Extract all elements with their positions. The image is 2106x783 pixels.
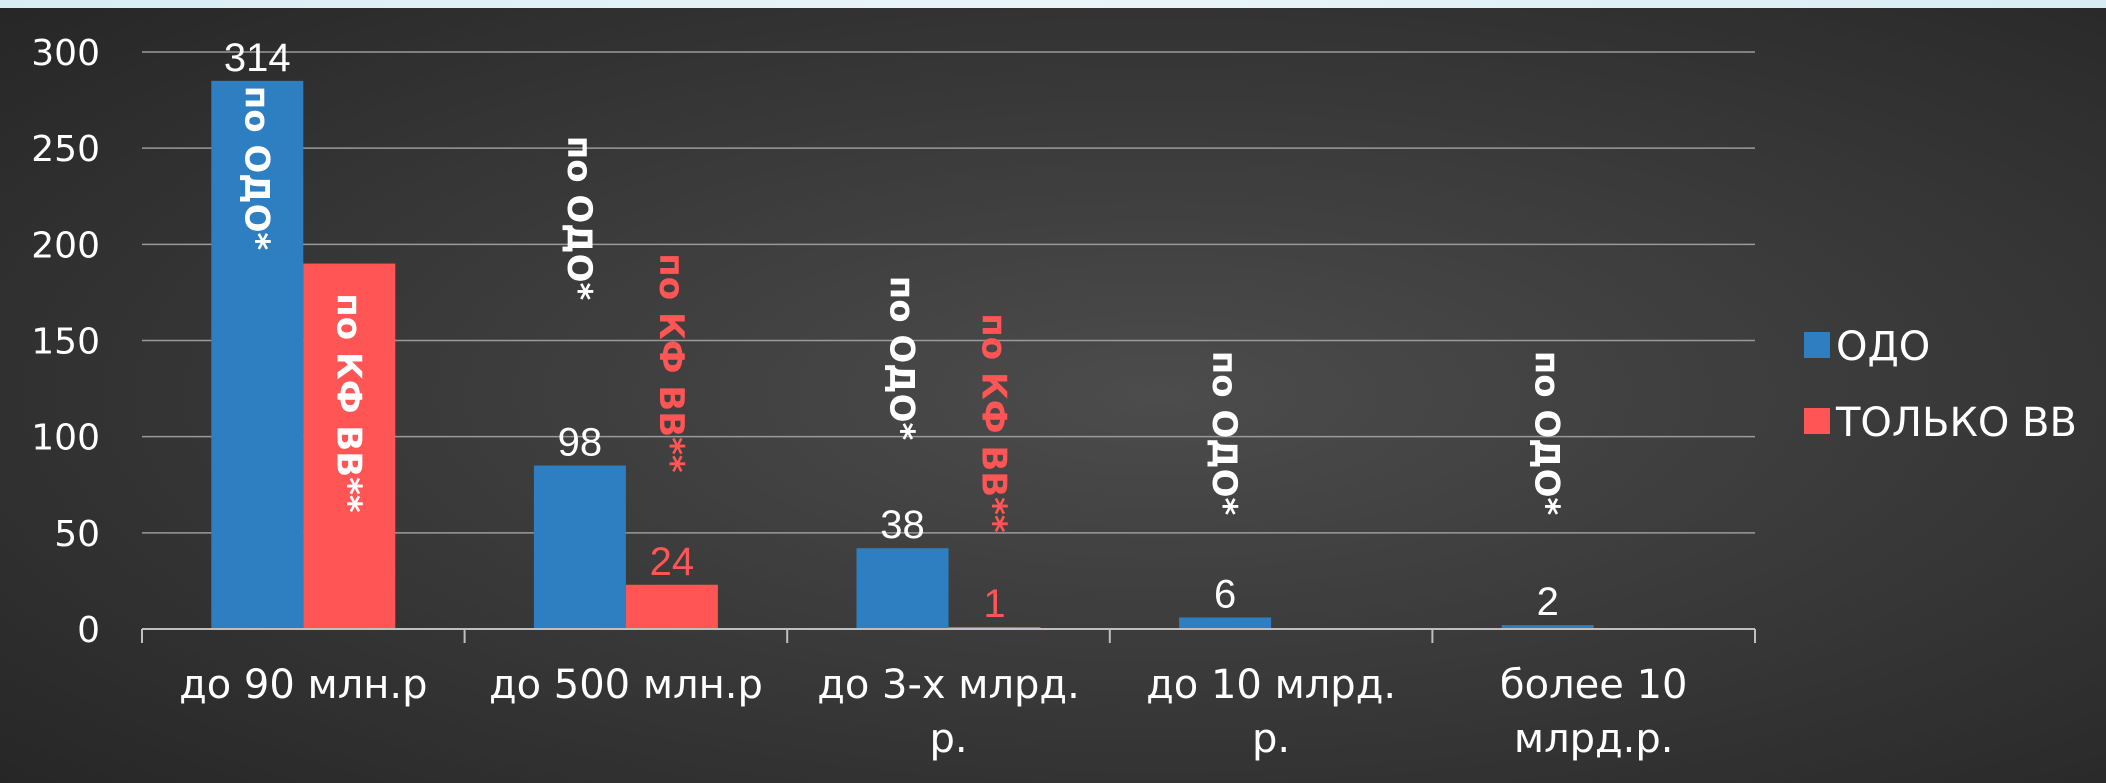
category-label: до 500 млн.р xyxy=(489,662,763,708)
bar-odo xyxy=(1179,617,1272,629)
category-label: р. xyxy=(1252,716,1290,762)
bar-annotation: по ОДО* xyxy=(1204,351,1244,516)
bar-annotation: по ОДО* xyxy=(236,86,276,251)
bar-annotation: по ОДО* xyxy=(1527,351,1567,516)
bar-annotation: по КФ ВВ** xyxy=(651,253,691,473)
legend-label: ОДО xyxy=(1836,324,1930,370)
bar-annotation: по ОДО* xyxy=(882,276,922,441)
legend-swatch-vv xyxy=(1804,408,1830,434)
bar-annotation: по КФ ВВ** xyxy=(974,313,1014,533)
grid-lines xyxy=(142,51,1755,534)
y-tick-label: 250 xyxy=(31,129,100,170)
category-label: более 10 xyxy=(1500,662,1688,708)
category-label: до 10 млрд. xyxy=(1146,662,1396,708)
data-label: 38 xyxy=(880,503,925,547)
y-tick-label: 200 xyxy=(31,225,100,266)
bar-odo xyxy=(1501,625,1594,629)
legend-label: ТОЛЬКО ВВ xyxy=(1835,400,2077,446)
data-label: 24 xyxy=(650,540,695,584)
data-label: 314 xyxy=(224,36,291,80)
value-labels: 314 98 38 6 2 24 1 xyxy=(224,36,1559,626)
bar-odo xyxy=(211,80,304,630)
data-label: 98 xyxy=(558,421,603,465)
y-tick-label: 50 xyxy=(54,514,100,555)
legend-swatch-odo xyxy=(1804,332,1830,358)
category-label: р. xyxy=(929,716,967,762)
y-tick-label: 100 xyxy=(31,418,100,459)
y-axis-ticks: 0 50 100 150 200 250 300 xyxy=(31,33,100,651)
bar-annotations: по ОДО* по КФ ВВ** по ОДО* по КФ ВВ** по ОДО… xyxy=(236,86,1566,533)
x-axis: до 90 млн.р до 500 млн.р до 3-х млрд. р. до … xyxy=(141,628,1756,762)
data-label: 2 xyxy=(1537,580,1559,624)
bar-odo xyxy=(856,548,949,629)
category-label: до 90 млн.р xyxy=(179,662,427,708)
bar-annotation: по ОДО* xyxy=(559,136,599,301)
y-tick-label: 150 xyxy=(31,322,100,363)
legend: ОДО ТОЛЬКО ВВ xyxy=(1804,324,2077,446)
category-label: до 3-х млрд. xyxy=(817,662,1080,708)
bar-annotation: по КФ ВВ** xyxy=(328,293,368,513)
data-label: 1 xyxy=(983,582,1005,626)
category-label: млрд.р. xyxy=(1514,716,1674,762)
bar-odo xyxy=(533,465,626,629)
bars xyxy=(211,80,1594,630)
y-tick-label: 0 xyxy=(77,610,100,651)
data-label: 6 xyxy=(1214,572,1236,616)
bar-vv xyxy=(303,263,396,629)
bar-vv xyxy=(625,584,718,629)
y-tick-label: 300 xyxy=(31,33,100,74)
